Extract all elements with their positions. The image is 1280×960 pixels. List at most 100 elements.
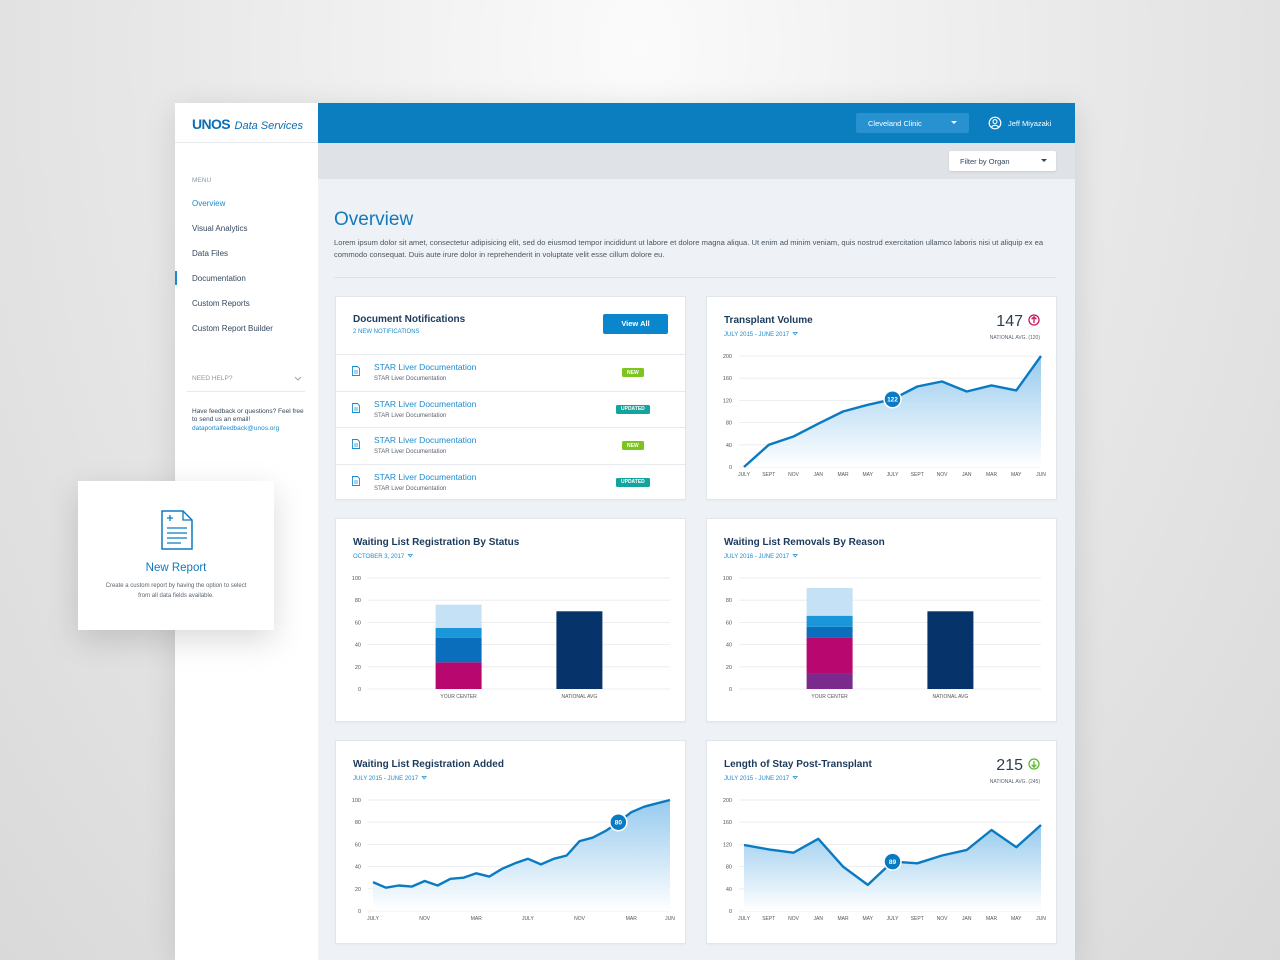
chart-title: Waiting List Registration Added (353, 759, 504, 770)
menu-item[interactable]: Visual Analytics (192, 224, 248, 233)
highlight-label: 122 (887, 397, 898, 404)
menu-item[interactable]: Overview (192, 199, 226, 208)
help-chevron[interactable] (294, 376, 302, 382)
y-tick-label: 40 (355, 865, 361, 871)
chart-subtitle: OCTOBER 3, 2017 (353, 554, 405, 560)
top-bar: Cleveland Clinic Jeff Miyazaki (318, 103, 1075, 143)
x-tick-label: NOV (419, 916, 431, 922)
divider (336, 390, 685, 392)
chart-title: Length of Stay Post-Transplant (724, 759, 872, 770)
icon-outline (352, 439, 360, 450)
y-tick-label: 40 (726, 443, 732, 449)
badge: NEW (622, 441, 644, 451)
document-icon (352, 366, 360, 376)
x-tick-label: MAR (626, 916, 638, 922)
x-tick-label: JAN (814, 472, 824, 478)
x-tick-label: MAR (986, 472, 998, 478)
menu-item[interactable]: Documentation (192, 274, 246, 283)
y-tick-label: 0 (358, 909, 361, 915)
trend-icon (1028, 758, 1040, 770)
logo-text: Data Services (234, 120, 303, 132)
x-tick-label: JULY (738, 472, 751, 478)
chart: Waiting List Removals By Reason JULY 2016… (723, 537, 1041, 700)
new-report-text: Create a custom report by having the opt… (105, 583, 247, 599)
y-tick-label: 0 (729, 909, 732, 915)
x-tick-label: YOUR CENTER (440, 694, 477, 700)
help-label[interactable]: NEED HELP? (192, 375, 233, 382)
x-tick-label: SEPT (911, 472, 924, 478)
document-icon (352, 402, 360, 413)
menu-item[interactable]: Custom Reports (192, 299, 250, 308)
trend-arrow (1031, 315, 1037, 323)
y-tick-label: 200 (723, 354, 732, 360)
chart-subtitle: JULY 2015 - JUNE 2017 (724, 776, 790, 782)
help-text: Have feedback or questions? Feel free to… (192, 408, 304, 433)
icon-outline (352, 366, 360, 376)
chart-card: Waiting List Registration Added JULY 2015… (335, 740, 686, 944)
x-tick-label: JULY (887, 472, 900, 478)
bar-segment (806, 587, 853, 616)
logo-mark: UNOS (192, 116, 231, 132)
subtitle-caret[interactable] (407, 554, 413, 558)
menu-label: MENU (192, 177, 212, 184)
trend-arrow (1031, 761, 1037, 769)
badge: UPDATED (616, 477, 650, 487)
y-tick-label: 120 (723, 842, 732, 848)
y-tick-label: 60 (355, 842, 361, 848)
highlight-point (883, 852, 902, 871)
new-report-card[interactable]: New Report Create a custom report by hav… (78, 481, 274, 630)
notification-subtitle: STAR Liver Documentation (374, 449, 447, 456)
trend-icon (1028, 314, 1040, 326)
y-tick-label: 80 (355, 820, 361, 826)
notifications-card: Document Notifications 2 NEW NOTIFICATIO… (335, 296, 686, 500)
x-tick-label: JAN (814, 916, 824, 922)
menu: Overview Visual Analytics Data Files Docume… (175, 103, 318, 363)
highlight-point (609, 812, 628, 832)
chart-subtitle: JULY 2015 - JUNE 2017 (724, 332, 790, 338)
subtitle-caret[interactable] (421, 776, 427, 780)
x-tick-label: JULY (367, 916, 380, 922)
notification-title[interactable]: STAR Liver Documentation (374, 435, 477, 446)
caret (951, 121, 957, 124)
center-dropdown[interactable]: Cleveland Clinic (856, 113, 969, 133)
x-tick-label: MAR (837, 472, 849, 478)
overview-text: Lorem ipsum dolor sit amet, consectetur … (334, 238, 1044, 259)
menu-item[interactable]: Data Files (192, 249, 229, 258)
x-tick-label: MAR (986, 916, 998, 922)
y-tick-label: 20 (726, 665, 732, 671)
bar-segment (806, 673, 853, 689)
chart: Transplant Volume JULY 2015 - JUNE 2017 14… (723, 313, 1046, 478)
card-title: Document Notifications (353, 314, 466, 325)
y-tick-label: 20 (355, 665, 361, 671)
x-tick-label: MAY (863, 472, 874, 478)
subtitle-caret[interactable] (792, 776, 798, 780)
divider (336, 463, 685, 465)
filter-dropdown[interactable]: Filter by Organ (949, 151, 1056, 171)
help-email[interactable]: dataportalfeedback@unos.org (192, 424, 280, 432)
y-tick-label: 100 (352, 798, 361, 804)
menu-item[interactable]: Custom Report Builder (192, 324, 273, 333)
chart-title: Waiting List Registration By Status (353, 537, 520, 548)
subtitle-caret[interactable] (792, 332, 798, 336)
view-all-button[interactable]: View All (603, 314, 668, 334)
notification-title[interactable]: STAR Liver Documentation (374, 362, 477, 372)
bar-segment (435, 627, 482, 638)
icon-lines (354, 407, 358, 410)
x-tick-label: JULY (887, 916, 900, 922)
notification-title[interactable]: STAR Liver Documentation (374, 471, 477, 482)
area-fill (373, 800, 670, 911)
icon-lines (354, 370, 358, 374)
notification-title[interactable]: STAR Liver Documentation (374, 398, 477, 409)
notification-subtitle: STAR Liver Documentation (374, 376, 447, 382)
highlight-label: 89 (889, 859, 897, 866)
bar-segment (435, 637, 482, 663)
stat-note: NATIONAL AVG. (120) (990, 335, 1041, 341)
subtitle-caret[interactable] (792, 554, 798, 558)
user-name[interactable]: Jeff Miyazaki (1008, 119, 1052, 128)
logo[interactable]: UNOS Data Services (192, 116, 303, 134)
chart-title: Waiting List Removals By Reason (724, 537, 885, 548)
y-tick-label: 80 (355, 598, 361, 604)
user-icon[interactable] (988, 116, 1002, 130)
y-tick-label: 0 (729, 687, 732, 693)
chart-card: Waiting List Registration By Status OCTOB… (335, 518, 686, 722)
